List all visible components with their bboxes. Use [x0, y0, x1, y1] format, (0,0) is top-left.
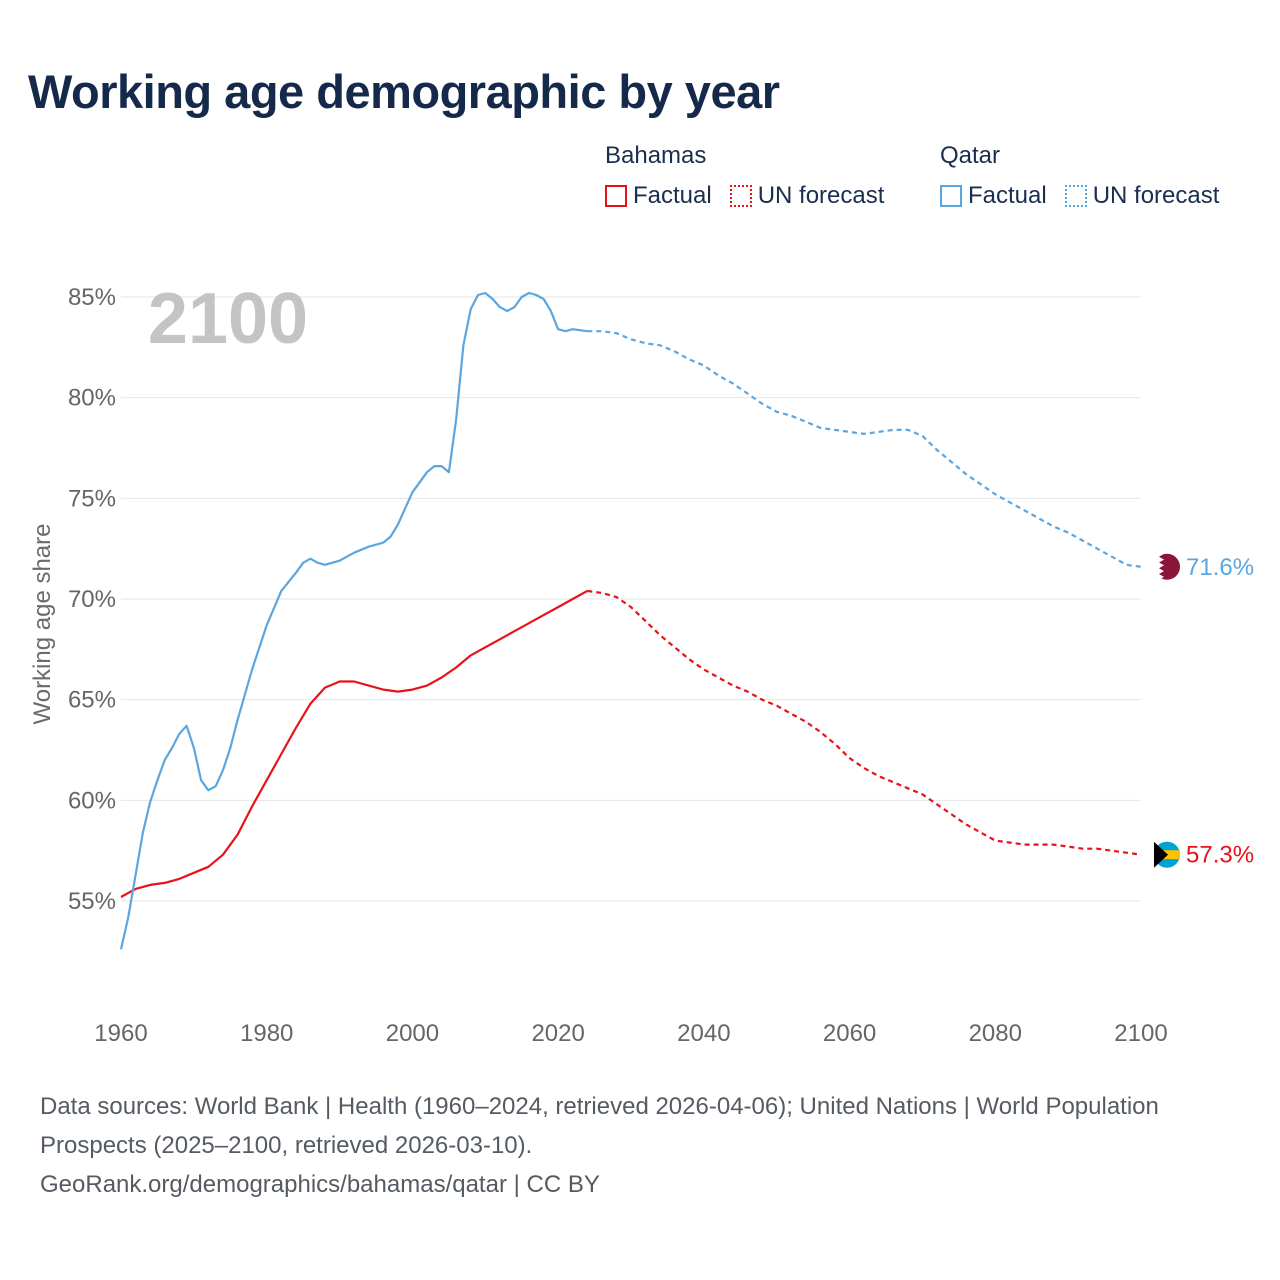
legend-item-bahamas-forecast[interactable]: UN forecast: [729, 182, 885, 210]
legend-label: UN forecast: [1092, 182, 1220, 209]
legend-label: Factual: [968, 182, 1047, 209]
end-markers: 57.3% 71.6%: [1153, 553, 1254, 869]
credit-link[interactable]: GeoRank.org/demographics/bahamas/qatar |…: [40, 1171, 600, 1198]
series-line-qatar-forecast: [587, 330, 1142, 568]
line-chart: 2100 Working age share 55% 60% 65% 70% 75% 80…: [29, 279, 1254, 1047]
flag-triangle: [1154, 841, 1168, 868]
y-axis: 55% 60% 65% 70% 75% 80% 85%: [68, 284, 116, 915]
x-tick-label: 1960: [94, 1020, 147, 1047]
x-tick-label: 2100: [1114, 1020, 1167, 1047]
legend-group-name: Bahamas: [605, 142, 707, 169]
legend-item-qatar-forecast[interactable]: UN forecast: [1064, 182, 1220, 210]
y-tick-label: 80%: [68, 385, 116, 412]
x-tick-label: 2060: [823, 1020, 876, 1047]
chart-title: Working age demographic by year: [28, 65, 780, 118]
legend-swatch-solid: [605, 185, 627, 207]
year-watermark: 2100: [148, 279, 308, 359]
legend-group-bahamas: Bahamas Factual UN forecast: [605, 142, 884, 210]
legend-swatch-solid: [940, 185, 962, 207]
footer: Data sources: World Bank | Health (1960–…: [40, 1087, 1240, 1204]
x-tick-label: 1980: [240, 1020, 293, 1047]
grid-lines: [121, 296, 1141, 902]
legend-swatch-dotted: [1064, 185, 1087, 207]
flag-qatar: [1153, 553, 1180, 580]
flag-stripe: [1153, 553, 1164, 580]
x-tick-label: 2040: [677, 1020, 730, 1047]
y-tick-label: 55%: [68, 888, 116, 915]
data-sources: Data sources: World Bank | Health (1960–…: [40, 1093, 1159, 1159]
y-tick-label: 65%: [68, 687, 116, 714]
series-group: [119, 291, 1142, 950]
legend-group-qatar: Qatar Factual UN forecast: [940, 142, 1219, 210]
x-tick-label: 2080: [969, 1020, 1022, 1047]
y-tick-label: 60%: [68, 787, 116, 814]
flag-bahamas: [1154, 841, 1180, 868]
end-label-qatar: 71.6%: [1186, 554, 1254, 581]
series-line-qatar-factual: [119, 291, 588, 950]
x-tick-label: 2000: [386, 1020, 439, 1047]
y-tick-label: 70%: [68, 586, 116, 613]
y-tick-label: 85%: [68, 284, 116, 311]
y-axis-label: Working age share: [29, 524, 56, 725]
legend-item-qatar-factual[interactable]: Factual: [940, 182, 1047, 210]
end-label-bahamas: 57.3%: [1186, 842, 1254, 869]
legend-label: Factual: [633, 182, 712, 209]
series-line-bahamas-forecast: [587, 589, 1142, 856]
legend-item-bahamas-factual[interactable]: Factual: [605, 182, 712, 210]
legend-swatch-dotted: [729, 185, 752, 207]
x-tick-label: 2020: [531, 1020, 584, 1047]
x-axis: 1960 1980 2000 2020 2040 2060 2080 2100: [94, 1020, 1167, 1047]
legend-group-name: Qatar: [940, 142, 1001, 169]
series-line-bahamas-factual: [120, 589, 588, 898]
legend-label: UN forecast: [757, 182, 885, 209]
y-tick-label: 75%: [68, 485, 116, 512]
